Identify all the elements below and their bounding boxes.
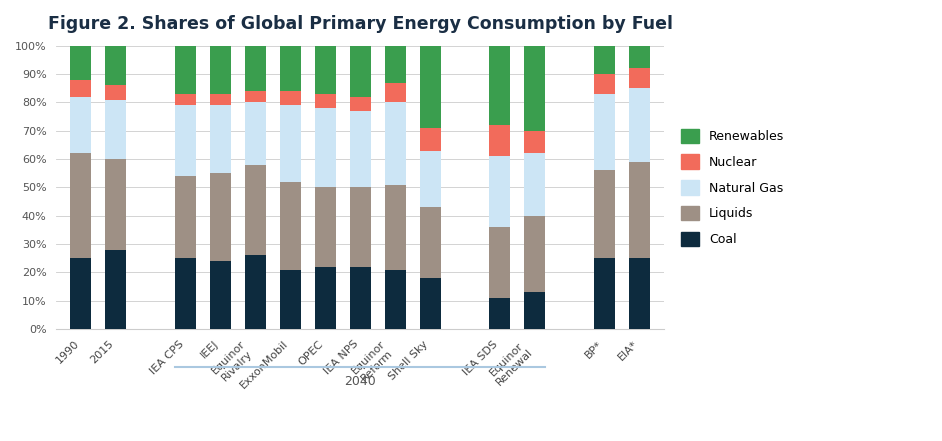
Bar <box>594 74 615 94</box>
Bar <box>175 46 196 94</box>
Bar <box>594 94 615 170</box>
Bar <box>175 105 196 176</box>
Bar <box>384 46 406 82</box>
Bar <box>349 46 371 97</box>
Bar <box>629 46 650 68</box>
Bar <box>106 159 126 250</box>
Bar <box>210 46 231 94</box>
Bar <box>490 227 511 298</box>
Bar <box>210 173 231 261</box>
Title: Figure 2. Shares of Global Primary Energy Consumption by Fuel: Figure 2. Shares of Global Primary Energ… <box>48 15 673 33</box>
Bar <box>175 258 196 329</box>
Bar <box>315 187 335 267</box>
Bar <box>245 46 266 91</box>
Bar <box>594 170 615 258</box>
Bar <box>490 156 511 227</box>
Bar <box>384 184 406 269</box>
Bar <box>629 258 650 329</box>
Bar <box>210 105 231 173</box>
Bar <box>384 269 406 329</box>
Bar <box>349 111 371 187</box>
Bar <box>175 94 196 105</box>
Bar <box>419 207 441 278</box>
Bar <box>280 46 300 91</box>
Bar <box>280 105 300 182</box>
Bar <box>419 278 441 329</box>
Bar <box>384 82 406 102</box>
Bar <box>525 153 545 216</box>
Bar <box>525 131 545 153</box>
Bar <box>71 153 91 258</box>
Bar <box>594 46 615 74</box>
Bar <box>245 102 266 165</box>
Bar <box>490 46 511 125</box>
Bar <box>525 216 545 292</box>
Bar <box>106 250 126 329</box>
Bar <box>629 88 650 162</box>
Bar <box>419 128 441 150</box>
Bar <box>349 187 371 267</box>
Bar <box>280 91 300 105</box>
Bar <box>106 100 126 159</box>
Bar <box>525 292 545 329</box>
Bar <box>106 46 126 86</box>
Bar <box>71 97 91 153</box>
Bar <box>490 298 511 329</box>
Bar <box>245 91 266 102</box>
Bar <box>629 68 650 88</box>
Bar <box>349 97 371 111</box>
Bar <box>419 150 441 207</box>
Bar <box>210 94 231 105</box>
Bar <box>594 258 615 329</box>
Bar <box>629 162 650 258</box>
Bar <box>349 267 371 329</box>
Bar <box>71 46 91 80</box>
Bar <box>71 258 91 329</box>
Bar <box>490 125 511 156</box>
Bar <box>525 46 545 131</box>
Text: 2040: 2040 <box>345 375 376 389</box>
Bar <box>315 94 335 108</box>
Bar <box>71 80 91 97</box>
Bar <box>280 182 300 269</box>
Bar <box>210 261 231 329</box>
Bar <box>315 267 335 329</box>
Bar <box>315 108 335 187</box>
Bar <box>245 255 266 329</box>
Bar <box>280 269 300 329</box>
Bar <box>175 176 196 258</box>
Bar <box>315 46 335 94</box>
Bar <box>419 46 441 128</box>
Bar <box>106 86 126 100</box>
Legend: Renewables, Nuclear, Natural Gas, Liquids, Coal: Renewables, Nuclear, Natural Gas, Liquid… <box>676 124 789 251</box>
Bar <box>245 165 266 255</box>
Bar <box>384 102 406 184</box>
